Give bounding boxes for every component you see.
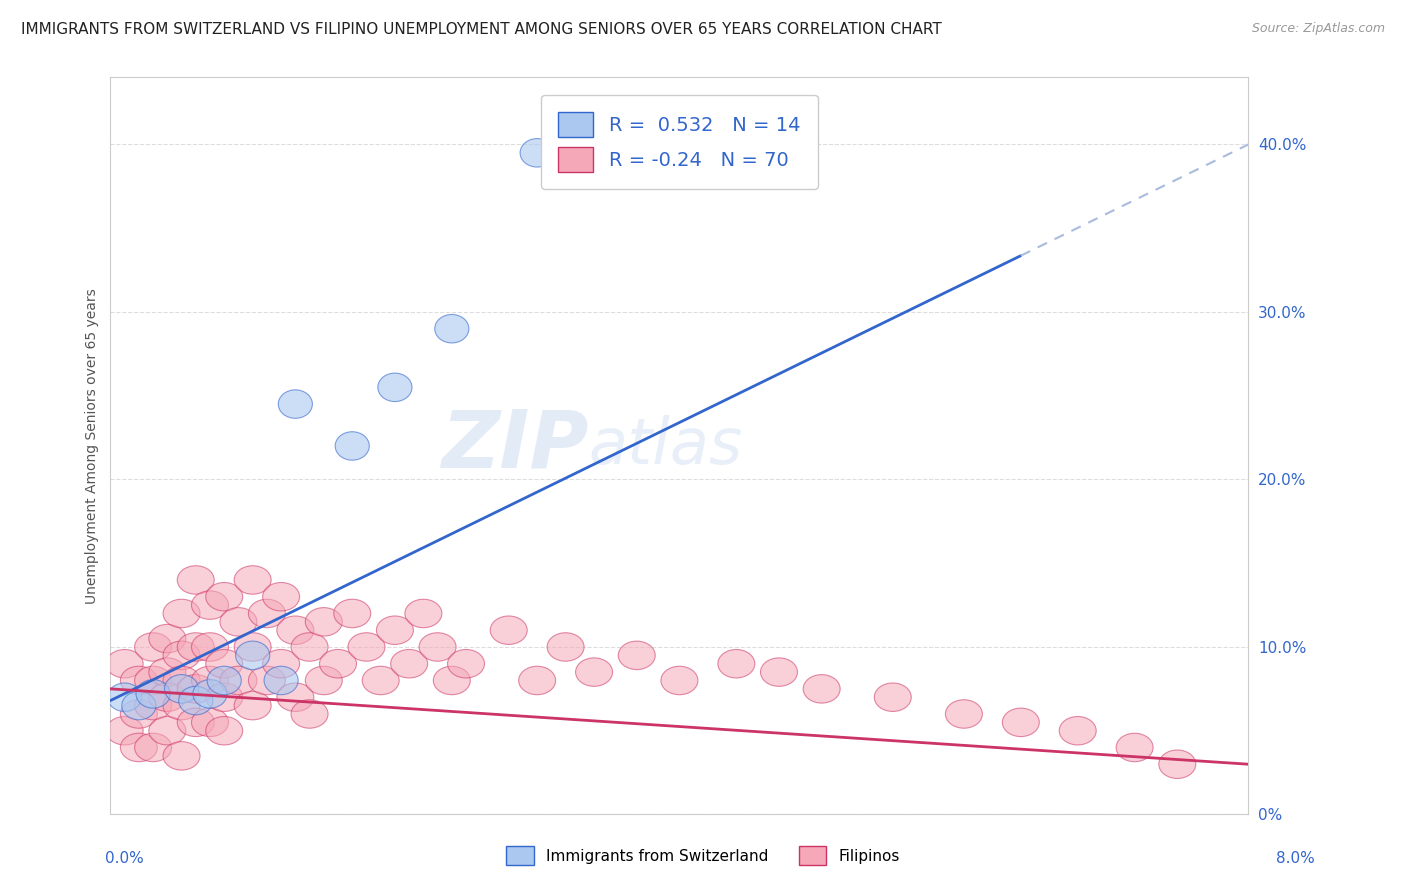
Text: atlas: atlas (588, 415, 742, 477)
Ellipse shape (661, 666, 697, 695)
Ellipse shape (205, 683, 243, 712)
Ellipse shape (149, 658, 186, 686)
Text: 8.0%: 8.0% (1275, 852, 1315, 866)
Ellipse shape (519, 666, 555, 695)
Ellipse shape (236, 641, 270, 670)
Ellipse shape (205, 582, 243, 611)
Ellipse shape (520, 138, 554, 167)
Ellipse shape (135, 632, 172, 661)
Ellipse shape (945, 699, 983, 728)
Ellipse shape (761, 658, 797, 686)
Ellipse shape (163, 691, 200, 720)
Ellipse shape (207, 666, 242, 695)
Ellipse shape (191, 708, 229, 737)
Ellipse shape (547, 632, 583, 661)
Ellipse shape (149, 624, 186, 653)
Ellipse shape (347, 632, 385, 661)
Ellipse shape (319, 649, 357, 678)
Ellipse shape (278, 390, 312, 418)
Ellipse shape (122, 691, 156, 720)
Ellipse shape (305, 666, 342, 695)
Ellipse shape (219, 607, 257, 636)
Ellipse shape (163, 741, 200, 770)
Ellipse shape (177, 708, 214, 737)
Ellipse shape (105, 716, 143, 745)
Ellipse shape (165, 674, 198, 703)
Legend: R =  0.532   N = 14, R = -0.24   N = 70: R = 0.532 N = 14, R = -0.24 N = 70 (541, 95, 818, 189)
Ellipse shape (803, 674, 841, 703)
Ellipse shape (277, 683, 314, 712)
Ellipse shape (333, 599, 371, 628)
Y-axis label: Unemployment Among Seniors over 65 years: Unemployment Among Seniors over 65 years (86, 288, 100, 604)
Ellipse shape (121, 666, 157, 695)
Ellipse shape (163, 666, 200, 695)
Text: IMMIGRANTS FROM SWITZERLAND VS FILIPINO UNEMPLOYMENT AMONG SENIORS OVER 65 YEARS: IMMIGRANTS FROM SWITZERLAND VS FILIPINO … (21, 22, 942, 37)
Ellipse shape (434, 315, 468, 343)
Ellipse shape (163, 599, 200, 628)
Ellipse shape (291, 632, 328, 661)
Ellipse shape (149, 716, 186, 745)
Ellipse shape (405, 599, 441, 628)
Ellipse shape (179, 686, 212, 714)
Ellipse shape (433, 666, 470, 695)
Ellipse shape (121, 699, 157, 728)
Ellipse shape (205, 649, 243, 678)
Ellipse shape (219, 666, 257, 695)
Ellipse shape (491, 616, 527, 644)
Ellipse shape (1159, 750, 1195, 779)
Ellipse shape (205, 716, 243, 745)
Ellipse shape (1002, 708, 1039, 737)
Ellipse shape (575, 658, 613, 686)
Ellipse shape (1116, 733, 1153, 762)
Ellipse shape (264, 666, 298, 695)
Ellipse shape (177, 674, 214, 703)
Ellipse shape (235, 566, 271, 594)
Ellipse shape (377, 616, 413, 644)
Ellipse shape (149, 683, 186, 712)
Ellipse shape (447, 649, 485, 678)
Ellipse shape (875, 683, 911, 712)
Ellipse shape (363, 666, 399, 695)
Ellipse shape (378, 373, 412, 401)
Ellipse shape (619, 641, 655, 670)
Ellipse shape (135, 733, 172, 762)
Ellipse shape (193, 680, 226, 708)
Ellipse shape (177, 632, 214, 661)
Ellipse shape (235, 691, 271, 720)
Ellipse shape (136, 680, 170, 708)
Ellipse shape (191, 666, 229, 695)
Ellipse shape (249, 599, 285, 628)
Text: 0.0%: 0.0% (105, 852, 145, 866)
Ellipse shape (177, 566, 214, 594)
Ellipse shape (163, 641, 200, 670)
Ellipse shape (121, 733, 157, 762)
Text: ZIP: ZIP (441, 407, 588, 485)
Ellipse shape (135, 666, 172, 695)
Ellipse shape (263, 582, 299, 611)
Ellipse shape (191, 591, 229, 619)
Ellipse shape (305, 607, 342, 636)
Ellipse shape (105, 649, 143, 678)
Ellipse shape (391, 649, 427, 678)
Ellipse shape (191, 632, 229, 661)
Ellipse shape (135, 691, 172, 720)
Ellipse shape (335, 432, 370, 460)
Ellipse shape (249, 666, 285, 695)
Legend: Immigrants from Switzerland, Filipinos: Immigrants from Switzerland, Filipinos (501, 840, 905, 871)
Text: Source: ZipAtlas.com: Source: ZipAtlas.com (1251, 22, 1385, 36)
Ellipse shape (1059, 716, 1097, 745)
Ellipse shape (263, 649, 299, 678)
Ellipse shape (108, 683, 142, 712)
Ellipse shape (718, 649, 755, 678)
Ellipse shape (419, 632, 456, 661)
Ellipse shape (277, 616, 314, 644)
Ellipse shape (291, 699, 328, 728)
Ellipse shape (235, 632, 271, 661)
